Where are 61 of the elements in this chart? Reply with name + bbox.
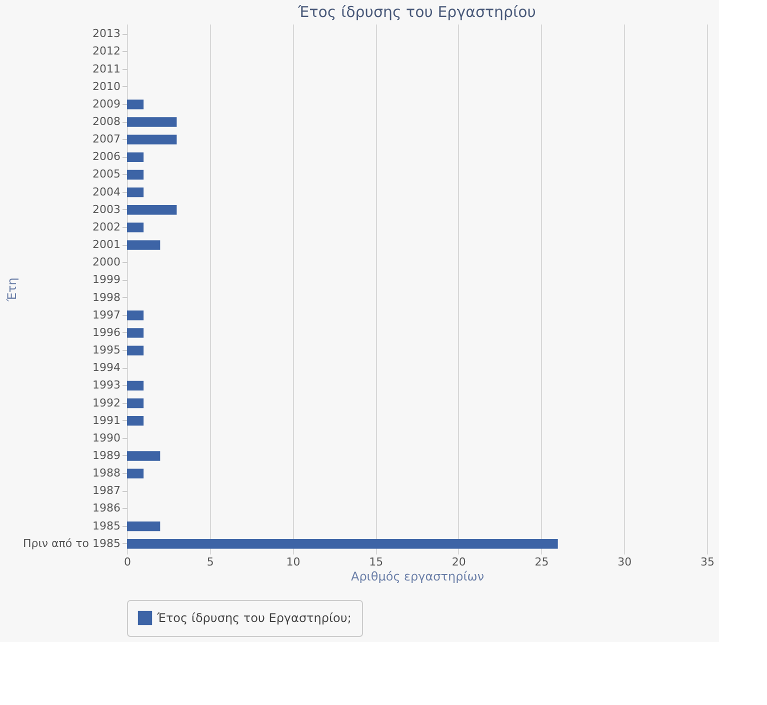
x-tick-label: 0 [124, 556, 131, 568]
y-tick-label: 2011 [92, 62, 120, 76]
bar [127, 222, 144, 232]
bar [127, 451, 160, 461]
y-tick-label: 1988 [92, 466, 120, 480]
y-tick-label: 1996 [92, 326, 120, 339]
y-tick-label: 2002 [92, 220, 120, 234]
y-tick-label: 2004 [92, 185, 120, 198]
bar [127, 468, 144, 478]
bar [127, 205, 177, 215]
bar [127, 416, 144, 426]
x-tick-label: 5 [206, 556, 214, 568]
y-tick-label: 2012 [92, 44, 120, 58]
bar [127, 346, 144, 356]
y-tick-label: 1992 [92, 396, 120, 410]
bar [127, 170, 144, 180]
y-tick-label: 2008 [92, 115, 120, 128]
y-tick-label: 2010 [92, 80, 120, 93]
y-axis-title: Έτη [4, 278, 19, 302]
x-tick-label: 20 [452, 556, 466, 568]
x-tick-label: 10 [286, 556, 300, 568]
x-tick-label: 25 [534, 556, 549, 568]
y-tick-label: 1998 [92, 290, 120, 304]
bar [127, 152, 144, 162]
y-tick-label: 2003 [92, 202, 120, 216]
y-tick-label: 1993 [92, 378, 120, 392]
bar [127, 380, 144, 391]
y-tick-label: Πριν από το 1985 [22, 536, 120, 550]
x-tick-label: 30 [618, 556, 632, 568]
y-tick-label: 1995 [92, 344, 120, 357]
y-tick-label: 1989 [92, 449, 120, 462]
x-axis-title: Αριθμός εργαστηρίων [350, 570, 484, 584]
y-tick-label: 1997 [92, 308, 120, 322]
bar [127, 521, 160, 532]
bar [127, 134, 177, 144]
y-tick-label: 1999 [92, 273, 120, 286]
bar [127, 398, 144, 408]
y-tick-label: 1991 [92, 414, 120, 427]
bar [127, 117, 177, 127]
y-tick-label: 1986 [92, 502, 120, 515]
y-tick-label: 1985 [92, 519, 120, 532]
bar [127, 187, 144, 198]
bar [127, 240, 160, 250]
y-tick-label: 1987 [92, 484, 120, 498]
y-tick-label: 2009 [92, 97, 120, 110]
x-tick-label: 35 [700, 556, 714, 568]
bar [127, 328, 144, 338]
y-tick-label: 2000 [92, 256, 120, 269]
y-tick-label: 2007 [92, 132, 120, 146]
bar [127, 539, 558, 549]
bar [127, 100, 144, 110]
x-tick-label: 15 [369, 556, 384, 568]
y-tick-label: 2005 [92, 168, 120, 181]
bar [127, 310, 144, 320]
chart-title: Έτος ίδρυσης του Εργαστηρίου [297, 3, 536, 21]
y-tick-label: 2001 [92, 238, 120, 252]
y-tick-label: 2006 [92, 150, 120, 164]
legend-label: Έτος ίδρυσης του Εργαστηρίου; [156, 611, 352, 625]
y-tick-label: 2013 [92, 27, 120, 40]
y-tick-label: 1990 [92, 431, 120, 444]
y-tick-label: 1994 [92, 361, 120, 374]
